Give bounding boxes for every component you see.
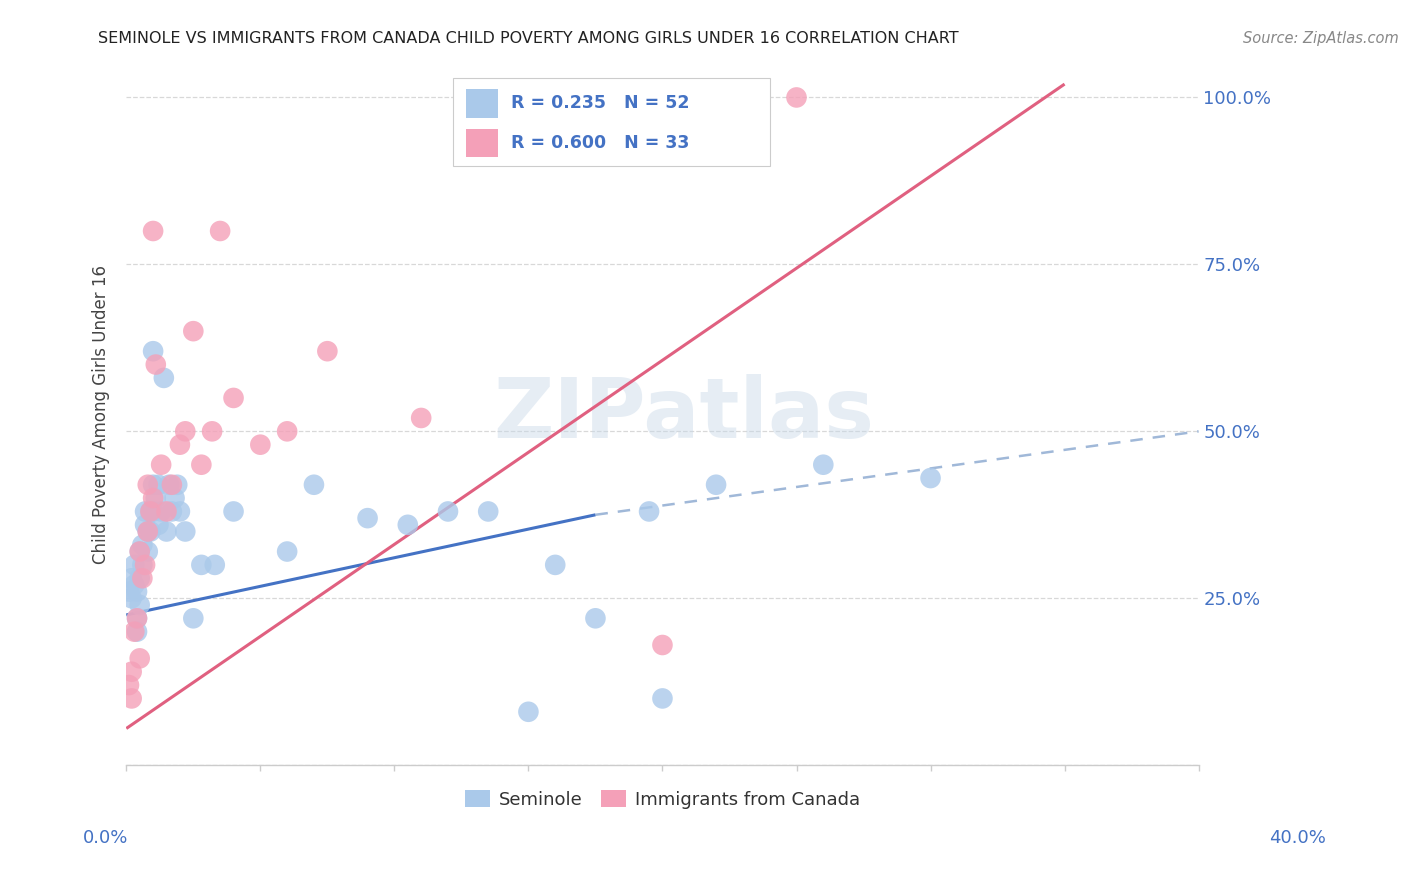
Point xyxy=(276,544,298,558)
Point xyxy=(181,611,204,625)
Point xyxy=(125,611,148,625)
Point xyxy=(411,411,433,425)
Point xyxy=(131,571,153,585)
Point xyxy=(222,391,245,405)
Point xyxy=(813,458,835,472)
Point xyxy=(136,524,159,539)
Point xyxy=(169,438,191,452)
Point xyxy=(169,504,191,518)
Point xyxy=(121,591,143,606)
Point xyxy=(517,705,540,719)
Text: SEMINOLE VS IMMIGRANTS FROM CANADA CHILD POVERTY AMONG GIRLS UNDER 16 CORRELATIO: SEMINOLE VS IMMIGRANTS FROM CANADA CHILD… xyxy=(98,31,959,46)
Point xyxy=(118,584,141,599)
FancyBboxPatch shape xyxy=(453,78,769,166)
Point xyxy=(142,504,165,518)
Point xyxy=(153,371,176,385)
Point xyxy=(585,611,607,625)
Point xyxy=(128,571,150,585)
Point xyxy=(166,477,188,491)
Text: R = 0.600   N = 33: R = 0.600 N = 33 xyxy=(512,134,689,152)
Point xyxy=(124,558,146,572)
Point xyxy=(131,538,153,552)
Point xyxy=(222,504,245,518)
Point xyxy=(128,598,150,612)
Point xyxy=(136,544,159,558)
Point xyxy=(121,691,143,706)
Point xyxy=(139,504,162,518)
Point xyxy=(121,571,143,585)
Point xyxy=(477,90,499,104)
Bar xyxy=(467,129,498,157)
Text: Source: ZipAtlas.com: Source: ZipAtlas.com xyxy=(1243,31,1399,46)
Point xyxy=(163,491,186,505)
Point xyxy=(145,491,167,505)
Point xyxy=(124,624,146,639)
Point xyxy=(155,504,177,518)
Point xyxy=(128,544,150,558)
Point xyxy=(190,458,212,472)
Point xyxy=(139,524,162,539)
Point xyxy=(142,477,165,491)
Legend: Seminole, Immigrants from Canada: Seminole, Immigrants from Canada xyxy=(457,782,868,816)
Point xyxy=(651,638,673,652)
Point xyxy=(544,558,567,572)
Point xyxy=(302,477,325,491)
Point xyxy=(121,665,143,679)
Point xyxy=(477,504,499,518)
Point xyxy=(638,504,661,518)
Point xyxy=(128,544,150,558)
Point xyxy=(118,678,141,692)
Point xyxy=(128,651,150,665)
Point xyxy=(148,477,170,491)
Point xyxy=(142,344,165,359)
Point xyxy=(131,558,153,572)
Point xyxy=(155,524,177,539)
Point xyxy=(651,691,673,706)
Point xyxy=(150,504,173,518)
Point xyxy=(396,517,419,532)
Point xyxy=(150,458,173,472)
Text: 0.0%: 0.0% xyxy=(83,829,128,847)
Point xyxy=(437,504,460,518)
Point xyxy=(704,477,727,491)
Point xyxy=(142,491,165,505)
Point xyxy=(125,624,148,639)
Text: 40.0%: 40.0% xyxy=(1270,829,1326,847)
Point xyxy=(201,425,224,439)
Point xyxy=(316,344,339,359)
Point xyxy=(136,477,159,491)
Text: R = 0.235   N = 52: R = 0.235 N = 52 xyxy=(512,95,690,112)
Point xyxy=(544,90,567,104)
Point xyxy=(356,511,378,525)
Point xyxy=(136,524,159,539)
Point xyxy=(190,558,212,572)
Point xyxy=(134,504,156,518)
Point xyxy=(134,558,156,572)
Y-axis label: Child Poverty Among Girls Under 16: Child Poverty Among Girls Under 16 xyxy=(93,265,110,564)
Point xyxy=(124,578,146,592)
Point xyxy=(786,90,808,104)
Point xyxy=(134,517,156,532)
Text: ZIPatlas: ZIPatlas xyxy=(494,374,875,455)
Point xyxy=(139,504,162,518)
Point xyxy=(209,224,232,238)
Point xyxy=(160,504,183,518)
Point xyxy=(920,471,942,485)
Point xyxy=(174,524,197,539)
Point xyxy=(181,324,204,338)
Point xyxy=(125,611,148,625)
Point xyxy=(276,425,298,439)
Point xyxy=(174,425,197,439)
Point xyxy=(204,558,226,572)
Point xyxy=(125,584,148,599)
Point xyxy=(148,517,170,532)
Point xyxy=(157,477,180,491)
Point xyxy=(249,438,271,452)
Point xyxy=(142,224,165,238)
Point xyxy=(160,477,183,491)
Point xyxy=(145,358,167,372)
Bar xyxy=(467,89,498,118)
